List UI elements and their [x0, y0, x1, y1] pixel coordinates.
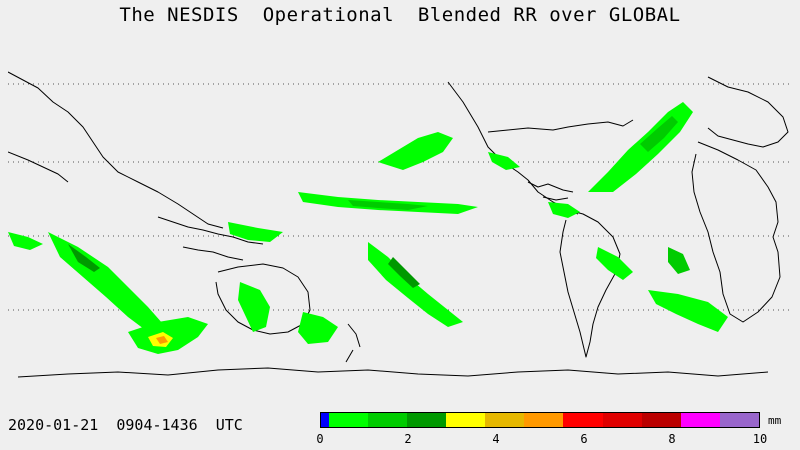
rain-south-indian-core	[68, 244, 100, 272]
colorbar-tick-label: 6	[580, 432, 588, 446]
rain-north-atlantic	[588, 102, 693, 192]
colorbar-segment	[563, 413, 603, 427]
rain-western-pacific	[228, 222, 283, 242]
rain-south-atlantic	[648, 290, 728, 332]
map-canvas	[8, 71, 792, 378]
coastline-maritime-asia	[157, 216, 264, 261]
colorbar-segment	[680, 413, 720, 427]
colorbar-segment	[407, 413, 447, 427]
colorbar-tick-label: 10	[752, 432, 768, 446]
coastline-new-zealand	[345, 323, 361, 363]
coastline-caribbean	[527, 181, 574, 201]
rain-tasman	[238, 282, 270, 332]
rain-south-indian-band	[48, 232, 163, 332]
colorbar-segment	[524, 413, 564, 427]
rain-southern-ocean-heavy-core	[156, 336, 168, 344]
coastline-antarctica	[17, 367, 769, 378]
rain-itcz-core	[348, 200, 428, 210]
rain-new-zealand-south	[298, 312, 338, 344]
coastline-africa	[691, 141, 781, 323]
coastline-asia	[8, 71, 224, 229]
coastline-south-america	[559, 209, 621, 358]
rain-africa-south	[668, 247, 690, 274]
colorbar-tick-label: 8	[668, 432, 676, 446]
map-title: The NESDIS Operational Blended RR over G…	[119, 4, 681, 26]
timestamp-label: 2020-01-21 0904-1436 UTC	[8, 416, 243, 434]
coastline-europe	[707, 76, 789, 148]
colorbar-tick-label: 4	[492, 432, 500, 446]
colorbar-segment	[321, 413, 329, 427]
colorbar-segment	[719, 413, 759, 427]
rain-areas	[8, 102, 728, 354]
precipitation-map	[8, 32, 792, 402]
colorbar-segment	[446, 413, 486, 427]
colorbar-segment	[485, 413, 525, 427]
coastline-north-america	[447, 81, 634, 215]
colorbar-segment	[641, 413, 681, 427]
colorbar-segment	[602, 413, 642, 427]
colorbar	[320, 412, 760, 428]
colorbar-segment	[329, 413, 369, 427]
colorbar-tick-label: 0	[316, 432, 324, 446]
colorbar-tick-label: 2	[404, 432, 412, 446]
rain-north-atlantic-core	[640, 116, 678, 152]
rain-caribbean	[548, 202, 580, 218]
rain-north-pacific	[378, 132, 453, 170]
rain-south-pacific-core	[388, 257, 420, 288]
colorbar-ticks: 0 2 4 6 8 10	[316, 432, 767, 446]
rain-gulf-stream	[488, 152, 520, 170]
rain-south-america-east	[596, 247, 633, 280]
colorbar-segment	[368, 413, 408, 427]
rain-indian-ocean-west	[8, 232, 43, 250]
units-label: mm	[768, 414, 782, 427]
